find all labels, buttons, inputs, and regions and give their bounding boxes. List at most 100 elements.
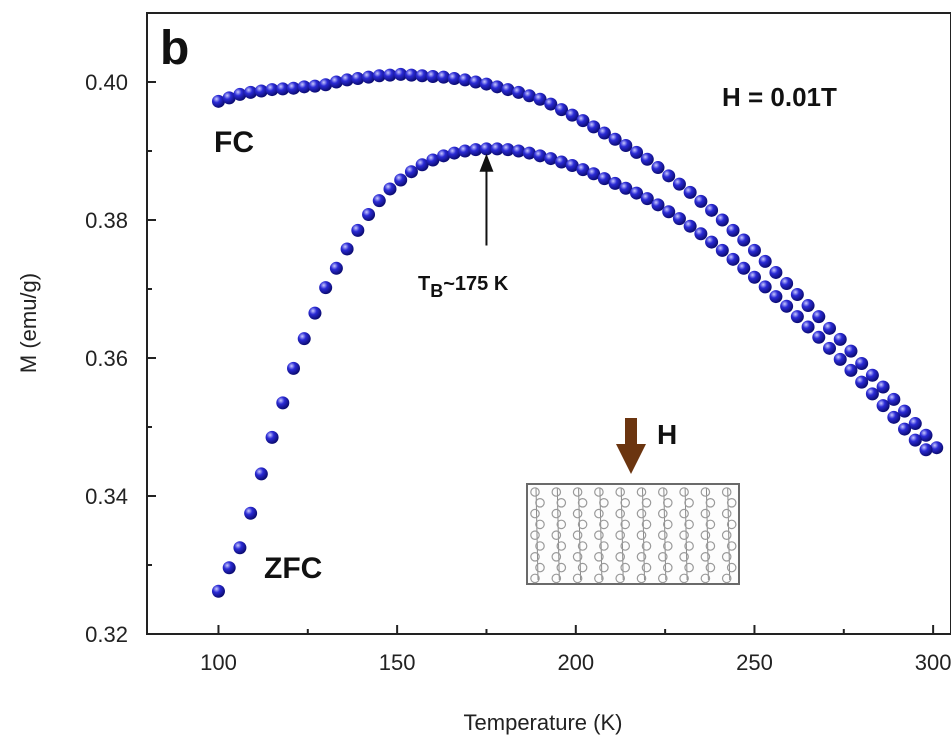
lattice-particle [556,497,567,508]
data-point [426,153,440,167]
lattice-particle [662,562,673,573]
data-point [865,387,879,401]
data-point [747,243,761,257]
data-point [769,265,783,279]
lattice-particle [572,508,583,519]
data-point [297,80,311,94]
data-point [833,332,847,346]
lattice-particle [721,573,732,584]
lattice-particle [535,562,545,573]
inset-lattice [530,487,737,584]
lattice-particle [721,530,732,540]
lattice-particle [535,541,545,551]
data-point [919,443,933,457]
data-point [576,163,590,177]
data-point [437,149,451,163]
lattice-particle [662,497,673,508]
lattice-particle [641,497,652,508]
lattice-particle [700,573,711,584]
data-point [705,235,719,249]
lattice-particle [594,487,604,497]
data-point [372,69,386,83]
data-point [898,422,912,436]
data-point [383,182,397,196]
data-point [544,152,558,166]
tb-symbol: T [418,273,430,295]
x-tick-label: 250 [736,650,773,675]
data-point [522,89,536,103]
lattice-particle [594,530,604,540]
data-point [308,306,322,320]
data-point [715,213,729,227]
x-tick-label: 150 [379,650,416,675]
lattice-particle [657,487,668,497]
data-point [769,290,783,304]
data-point [619,138,633,152]
inset-field-arrow-shaft [625,418,637,444]
y-tick-label: 0.36 [85,346,128,371]
data-point [479,77,493,91]
data-point [855,375,869,389]
lattice-particle [615,530,625,540]
panel-label: b [160,22,189,75]
data-point [823,341,837,355]
lattice-particle [721,487,732,497]
field-annotation: H = 0.01T [722,82,837,112]
lattice-particle [705,519,716,530]
lattice-particle [636,551,647,562]
data-point [340,73,354,87]
lattice-particle [662,541,673,551]
lattice-particle [636,487,647,497]
data-point [533,149,547,163]
data-point [812,310,826,324]
data-point [490,80,504,94]
lattice-particle [657,508,668,519]
data-point [522,146,536,160]
lattice-particle [599,497,609,508]
data-point [276,82,290,96]
data-point [919,428,933,442]
data-point [844,363,858,377]
data-point [887,392,901,406]
lattice-particle [705,562,716,573]
data-point [565,158,579,172]
inset-field-label: H [657,419,677,450]
inset-schematic: H [526,418,740,585]
data-point [319,281,333,295]
lattice-particle [572,530,583,540]
data-point [587,167,601,181]
inset-lattice-frame [526,483,740,585]
lattice-particle [594,508,604,519]
data-point [362,207,376,221]
data-point [329,261,343,275]
data-point [415,69,429,83]
lattice-particle [657,573,668,584]
data-point [747,270,761,284]
data-point [308,79,322,93]
data-point [265,430,279,444]
data-point [780,299,794,313]
lattice-particle [556,519,567,530]
data-point [319,78,333,92]
data-point [908,417,922,431]
data-point [222,91,236,105]
lattice-particle [679,530,689,540]
data-point [619,181,633,195]
data-point [351,72,365,86]
lattice-particle [721,508,732,519]
data-point [887,410,901,424]
y-tick-label: 0.40 [85,70,128,95]
data-point [758,280,772,294]
data-point [672,212,686,226]
lattice-particle [551,530,562,540]
data-point [512,144,526,158]
lattice-particle [577,541,588,551]
data-point [694,194,708,208]
zfc-label: ZFC [264,552,322,585]
lattice-particle [572,573,583,584]
data-point [694,227,708,241]
plot-frame [146,12,951,635]
data-point [715,243,729,257]
data-point [501,143,515,157]
data-point [662,205,676,219]
